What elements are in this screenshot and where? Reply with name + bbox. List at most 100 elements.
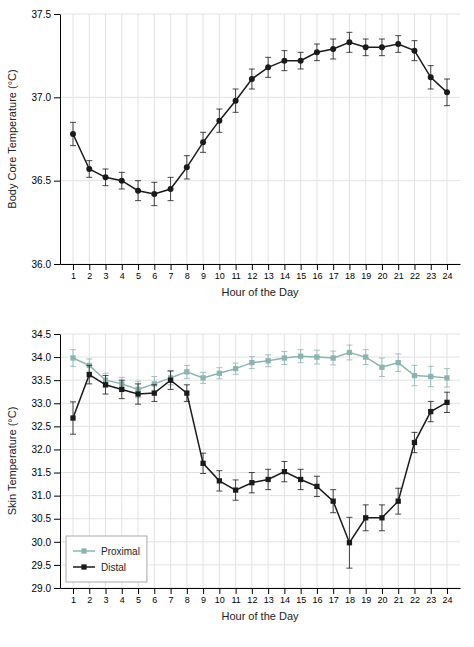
- error-bar: [168, 371, 174, 389]
- y-tick: 32.5: [32, 421, 60, 432]
- x-tick-mark: [349, 264, 350, 270]
- error-bar: [70, 122, 76, 145]
- x-tick-label: 2: [87, 595, 92, 605]
- data-point: [249, 360, 254, 365]
- x-tick-mark: [89, 588, 90, 594]
- error-bar: [70, 350, 76, 367]
- x-tick-label: 7: [169, 271, 174, 281]
- x-tick: 10: [215, 264, 225, 281]
- data-point: [444, 89, 450, 95]
- x-tick-mark: [171, 588, 172, 594]
- data-point: [331, 499, 336, 504]
- error-bar: [298, 350, 304, 363]
- grid-line-x: [430, 14, 431, 264]
- data-point: [249, 480, 254, 485]
- grid: [60, 14, 460, 264]
- x-tick-mark: [171, 264, 172, 270]
- error-bar: [363, 505, 369, 531]
- data-point: [298, 58, 304, 64]
- grid-line-y: [60, 588, 460, 589]
- x-tick-mark: [414, 264, 415, 270]
- x-tick-mark: [317, 588, 318, 594]
- error-bar: [184, 156, 190, 179]
- y-tick-label: 36.0: [32, 259, 52, 270]
- data-point: [281, 58, 287, 64]
- error-bar: [346, 517, 352, 568]
- error-bar: [249, 69, 255, 89]
- x-tick: 3: [104, 264, 109, 281]
- data-point: [444, 375, 449, 380]
- x-tick-label: 12: [247, 595, 257, 605]
- grid-line-x: [300, 14, 301, 264]
- y-tick-label: 29.5: [32, 560, 52, 571]
- x-tick-mark: [268, 264, 269, 270]
- y-tick-mark: [54, 519, 60, 520]
- x-tick-label: 24: [442, 595, 452, 605]
- x-tick: 16: [312, 588, 322, 605]
- grid-line-x: [268, 14, 269, 264]
- x-tick: 4: [120, 264, 125, 281]
- data-point: [330, 46, 336, 52]
- x-tick: 7: [169, 588, 174, 605]
- x-tick-label: 13: [264, 271, 274, 281]
- data-point: [347, 350, 352, 355]
- x-tick-mark: [366, 264, 367, 270]
- x-tick-label: 6: [152, 271, 157, 281]
- x-tick-label: 23: [426, 595, 436, 605]
- x-tick-mark: [122, 264, 123, 270]
- series: [70, 345, 450, 398]
- x-tick-mark: [268, 588, 269, 594]
- x-tick-label: 24: [442, 271, 452, 281]
- data-point: [363, 515, 368, 520]
- x-tick-mark: [447, 264, 448, 270]
- x-tick: 5: [136, 264, 141, 281]
- grid-line-y: [60, 518, 460, 519]
- x-tick: 5: [136, 588, 141, 605]
- error-bar: [363, 350, 369, 365]
- x-tick: 11: [231, 264, 240, 281]
- error-bar: [119, 172, 125, 189]
- x-tick-mark: [414, 588, 415, 594]
- y-tick-mark: [54, 181, 60, 182]
- x-axis-line: [61, 264, 461, 265]
- data-point: [331, 355, 336, 360]
- y-tick: 34.0: [32, 352, 60, 363]
- x-tick-mark: [382, 588, 383, 594]
- x-tick-label: 17: [329, 271, 339, 281]
- x-tick-mark: [284, 264, 285, 270]
- x-tick-label: 18: [345, 595, 355, 605]
- y-axis-line: [60, 15, 61, 265]
- error-bar: [395, 36, 401, 53]
- error-bar: [379, 39, 385, 56]
- data-point: [87, 372, 92, 377]
- y-axis-title: Skin Temperature (°C): [6, 407, 18, 516]
- data-point: [86, 166, 92, 172]
- error-bar: [379, 358, 385, 376]
- error-bar: [281, 352, 287, 365]
- x-tick-label: 22: [410, 595, 420, 605]
- x-tick-label: 9: [201, 595, 206, 605]
- y-tick-label: 30.5: [32, 513, 52, 524]
- data-point: [412, 440, 417, 445]
- y-axis-title: Body Core Temperature (°C): [6, 69, 18, 208]
- x-tick: 21: [394, 588, 404, 605]
- data-point: [363, 44, 369, 50]
- y-tick-mark: [54, 449, 60, 450]
- error-bar: [233, 89, 239, 112]
- legend-entry: Proximal: [73, 546, 140, 557]
- error-bar: [411, 41, 417, 61]
- grid-line-x: [121, 14, 122, 264]
- y-tick-mark: [54, 380, 60, 381]
- data-point: [200, 375, 205, 380]
- data-point: [168, 186, 174, 192]
- x-tick: 11: [231, 588, 240, 605]
- x-tick-label: 6: [152, 595, 157, 605]
- y-tick-label: 31.5: [32, 467, 52, 478]
- error-bar: [151, 182, 157, 205]
- legend-entry: Distal: [73, 562, 126, 573]
- data-point: [314, 484, 319, 489]
- x-tick-mark: [203, 264, 204, 270]
- data-point: [184, 164, 190, 170]
- x-tick: 9: [201, 264, 206, 281]
- data-point: [233, 487, 238, 492]
